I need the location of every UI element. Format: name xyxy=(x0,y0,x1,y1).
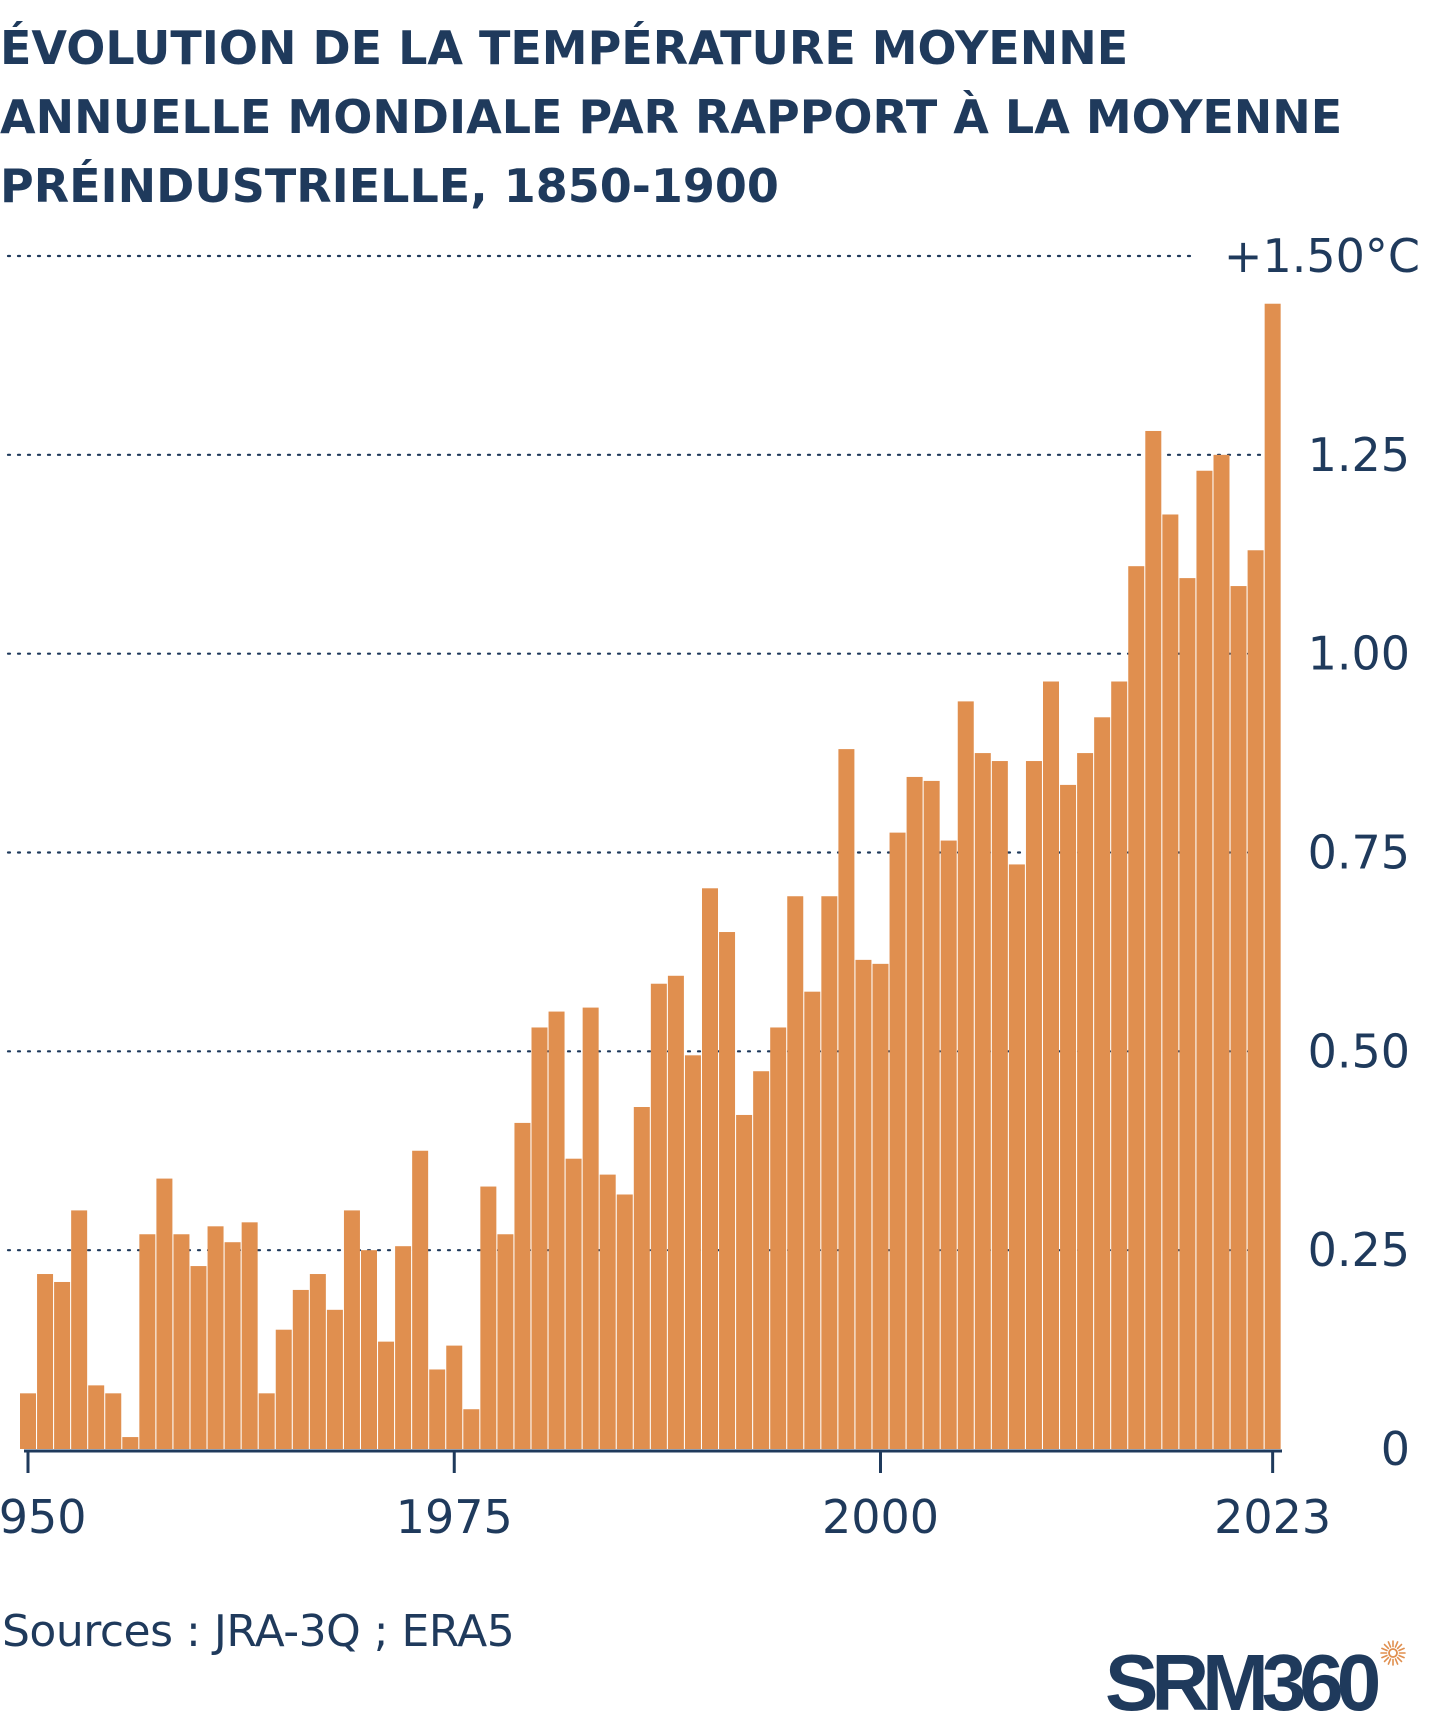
bar xyxy=(957,701,974,1449)
bar xyxy=(650,983,667,1449)
bar xyxy=(1179,578,1196,1449)
x-tick-labels: 1950 1975 2000 2023 xyxy=(0,1490,1331,1544)
bar xyxy=(1162,514,1179,1449)
bar xyxy=(361,1250,377,1449)
bar xyxy=(872,963,889,1449)
bar xyxy=(88,1385,105,1449)
bar xyxy=(582,1007,599,1449)
bar xyxy=(241,1222,258,1449)
bar xyxy=(531,1027,548,1449)
chart-title: ÉVOLUTION DE LA TEMPÉRATURE MOYENNE ANNU… xyxy=(0,21,1343,213)
bar xyxy=(616,1194,633,1449)
bar xyxy=(599,1174,616,1449)
bar xyxy=(974,753,991,1449)
bar xyxy=(275,1329,292,1449)
bar xyxy=(667,975,684,1449)
y-tick-label: 0.75 xyxy=(1308,826,1410,880)
bar xyxy=(770,1027,787,1449)
bar xyxy=(1111,681,1128,1449)
bar xyxy=(923,780,940,1449)
x-tick-label: 1950 xyxy=(0,1490,87,1544)
bar xyxy=(54,1281,71,1449)
source-note: Sources : JRA-3Q ; ERA5 xyxy=(2,1606,515,1657)
bar xyxy=(906,776,923,1449)
brand-wordmark: SRM360 xyxy=(1105,1638,1381,1727)
bar xyxy=(122,1437,139,1449)
bar xyxy=(855,959,872,1449)
bar xyxy=(309,1274,326,1449)
y-tick-label: 1.00 xyxy=(1308,627,1410,681)
bar xyxy=(105,1393,122,1449)
bar xyxy=(565,1158,582,1449)
bar xyxy=(1077,753,1094,1449)
bar xyxy=(753,1071,770,1449)
bar xyxy=(139,1234,156,1449)
y-tick-label: 0 xyxy=(1381,1422,1410,1476)
bar xyxy=(548,1011,565,1449)
bar xyxy=(787,896,804,1449)
bar xyxy=(1264,303,1281,1450)
bar xyxy=(1196,470,1213,1449)
bars xyxy=(20,303,1281,1450)
y-tick-label: 0.25 xyxy=(1308,1223,1410,1277)
bar xyxy=(258,1393,275,1449)
bar xyxy=(821,896,838,1449)
bar xyxy=(736,1114,753,1449)
sun-icon xyxy=(1380,1640,1407,1666)
bar xyxy=(326,1309,343,1449)
bar xyxy=(804,991,821,1449)
bar xyxy=(1008,864,1025,1449)
bar xyxy=(20,1393,36,1449)
bar xyxy=(514,1122,531,1449)
temperature-bar-chart: +1.50°C 1.25 1.00 0.75 0.50 0.25 0 1950 1975 200… xyxy=(0,229,1420,1544)
bar xyxy=(838,749,855,1449)
bar xyxy=(156,1178,173,1449)
bar xyxy=(1043,681,1059,1449)
bar xyxy=(480,1186,497,1449)
bar xyxy=(71,1210,88,1449)
bar xyxy=(940,840,957,1449)
bar xyxy=(1060,784,1077,1449)
bar xyxy=(1025,761,1042,1449)
bar xyxy=(889,832,906,1449)
y-tick-label: +1.50°C xyxy=(1224,229,1420,283)
bar xyxy=(429,1369,446,1449)
y-tick-label: 0.50 xyxy=(1308,1024,1410,1078)
bar xyxy=(702,888,718,1449)
bar xyxy=(224,1242,241,1449)
x-tick-label: 1975 xyxy=(396,1490,513,1544)
bar xyxy=(991,761,1008,1449)
bar xyxy=(190,1266,207,1449)
bar xyxy=(207,1226,224,1449)
bar xyxy=(684,1055,701,1449)
x-tick-label: 2023 xyxy=(1214,1490,1331,1544)
bar xyxy=(412,1150,429,1449)
bar xyxy=(633,1107,650,1449)
x-tick-label: 2000 xyxy=(822,1490,939,1544)
x-axis xyxy=(24,1449,1282,1473)
bar xyxy=(292,1289,309,1449)
bar xyxy=(463,1409,480,1449)
bar xyxy=(343,1210,360,1449)
bar xyxy=(1128,566,1145,1449)
bar xyxy=(1145,430,1162,1450)
bar xyxy=(378,1341,395,1449)
bar xyxy=(1213,454,1230,1450)
bar xyxy=(395,1246,412,1449)
bar xyxy=(1247,550,1264,1449)
bar xyxy=(446,1345,463,1449)
bar xyxy=(1094,717,1111,1449)
brand-logo: SRM360 xyxy=(1105,1638,1408,1730)
y-tick-label: 1.25 xyxy=(1308,428,1410,482)
bar xyxy=(37,1274,54,1449)
bar xyxy=(1230,586,1247,1449)
bar xyxy=(173,1234,190,1449)
y-tick-labels: +1.50°C 1.25 1.00 0.75 0.50 0.25 0 xyxy=(1224,229,1420,1476)
bar xyxy=(719,932,736,1449)
bar xyxy=(497,1234,514,1449)
